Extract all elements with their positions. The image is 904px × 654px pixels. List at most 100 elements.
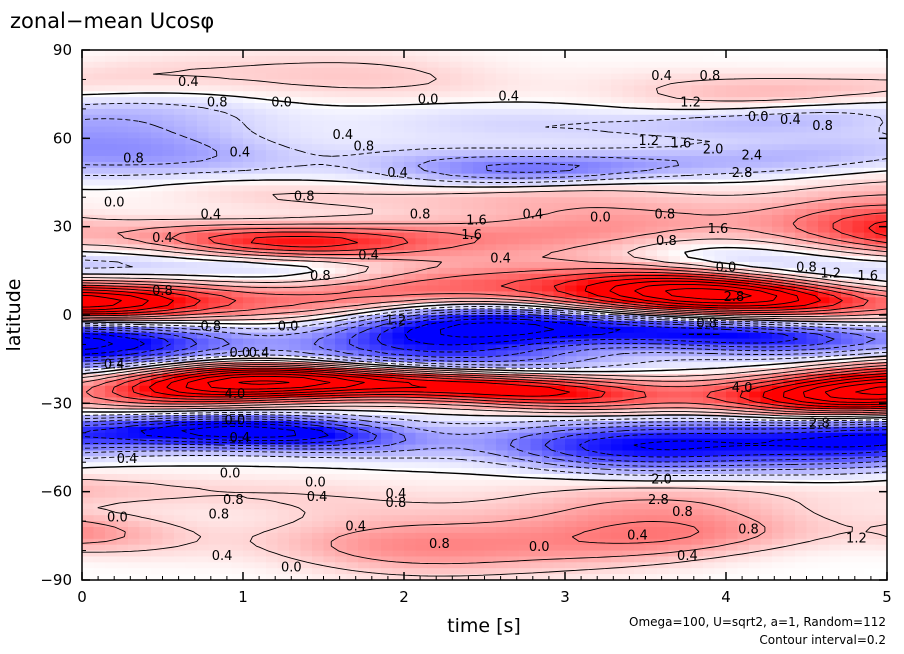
heatmap-cell	[151, 120, 164, 128]
heatmap-cell	[392, 532, 405, 540]
heatmap-cell	[438, 238, 451, 245]
heatmap-cell	[128, 291, 141, 298]
heatmap-cell	[128, 73, 141, 81]
heatmap-cell	[680, 521, 693, 528]
heatmap-cell	[185, 167, 198, 175]
heatmap-cell	[691, 55, 704, 63]
heatmap-cell	[323, 91, 336, 98]
heatmap-cell	[645, 479, 658, 487]
heatmap-cell	[542, 114, 555, 122]
heatmap-cell	[473, 108, 486, 116]
heatmap-cell	[243, 262, 256, 269]
heatmap-cell	[197, 167, 210, 175]
heatmap-cell	[427, 497, 440, 505]
heatmap-cell	[197, 574, 210, 580]
heatmap-cell	[220, 350, 233, 357]
heatmap-cell	[197, 397, 210, 404]
heatmap-cell	[484, 415, 497, 422]
heatmap-cell	[473, 485, 486, 493]
heatmap-cell	[484, 432, 497, 440]
heatmap-cell	[289, 326, 302, 334]
heatmap-cell	[427, 462, 440, 469]
heatmap-cell	[645, 285, 658, 293]
heatmap-cell	[369, 515, 382, 522]
heatmap-cell	[634, 432, 647, 440]
heatmap-cell	[657, 497, 670, 505]
heatmap-cell	[668, 532, 681, 540]
heatmap-cell	[266, 173, 279, 181]
heatmap-cell	[645, 362, 658, 369]
heatmap-cell	[668, 432, 681, 440]
heatmap-cell	[450, 238, 463, 245]
heatmap-cell	[93, 214, 106, 222]
heatmap-cell	[197, 161, 210, 169]
heatmap-cell	[392, 185, 405, 192]
heatmap-cell	[105, 167, 118, 175]
heatmap-cell	[484, 562, 497, 569]
heatmap-cell	[576, 55, 589, 63]
heatmap-cell	[427, 126, 440, 134]
heatmap-cell	[220, 291, 233, 298]
heatmap-cell	[151, 262, 164, 269]
heatmap-cell	[277, 438, 290, 446]
heatmap-cell	[634, 320, 647, 328]
heatmap-cell	[197, 444, 210, 452]
heatmap-cell	[139, 91, 152, 98]
heatmap-cell	[553, 397, 566, 404]
heatmap-cell	[427, 185, 440, 192]
heatmap-cell	[254, 50, 267, 57]
heatmap-cell	[312, 197, 325, 204]
heatmap-cell	[588, 509, 601, 516]
heatmap-cell	[93, 126, 106, 134]
heatmap-cell	[415, 556, 428, 563]
heatmap-cell	[312, 521, 325, 528]
heatmap-cell	[139, 114, 152, 122]
heatmap-cell	[461, 132, 474, 139]
heatmap-cell	[703, 126, 716, 134]
heatmap-cell	[358, 156, 371, 163]
heatmap-cell	[484, 214, 497, 222]
heatmap-cell	[519, 256, 532, 263]
heatmap-cell	[82, 521, 95, 528]
heatmap-cell	[473, 391, 486, 399]
heatmap-cell	[266, 244, 279, 251]
heatmap-cell	[381, 432, 394, 440]
heatmap-cell	[542, 108, 555, 116]
heatmap-cell	[622, 438, 635, 446]
heatmap-cell	[484, 368, 497, 375]
heatmap-cell	[588, 191, 601, 198]
heatmap-cell	[312, 450, 325, 457]
heatmap-cell	[496, 356, 509, 363]
heatmap-cell	[576, 426, 589, 434]
heatmap-cell	[634, 391, 647, 399]
heatmap-cell	[381, 462, 394, 469]
heatmap-cell	[714, 238, 727, 245]
heatmap-cell	[82, 426, 95, 434]
heatmap-cell	[473, 238, 486, 245]
heatmap-cell	[645, 509, 658, 516]
heatmap-cell	[404, 362, 417, 369]
heatmap-cell	[496, 368, 509, 375]
heatmap-cell	[622, 226, 635, 234]
heatmap-cell	[461, 397, 474, 404]
heatmap-cell	[254, 167, 267, 175]
heatmap-cell	[668, 503, 681, 510]
heatmap-cell	[473, 185, 486, 192]
heatmap-cell	[392, 479, 405, 487]
heatmap-cell	[151, 474, 164, 481]
heatmap-cell	[277, 238, 290, 245]
heatmap-cell	[197, 232, 210, 240]
heatmap-cell	[691, 468, 704, 475]
heatmap-cell	[231, 379, 244, 387]
heatmap-cell	[645, 544, 658, 552]
heatmap-cell	[277, 256, 290, 263]
heatmap-cell	[427, 538, 440, 546]
heatmap-cell	[93, 344, 106, 351]
heatmap-cell	[484, 462, 497, 469]
heatmap-cell	[507, 462, 520, 469]
heatmap-cell	[680, 61, 693, 69]
heatmap-cell	[243, 391, 256, 399]
heatmap-cell	[358, 108, 371, 116]
heatmap-cell	[611, 179, 624, 187]
heatmap-cell	[496, 91, 509, 98]
